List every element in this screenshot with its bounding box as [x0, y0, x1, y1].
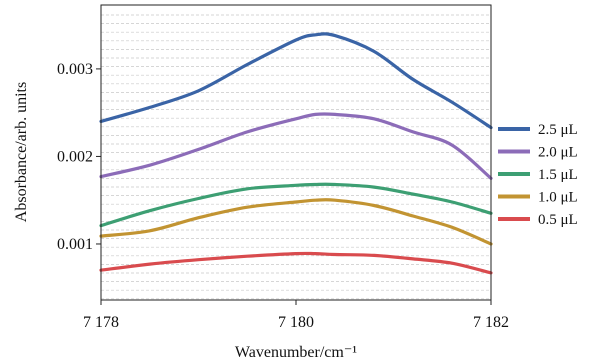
legend-label: 1.5 μL: [538, 167, 578, 183]
legend-label: 2.0 μL: [538, 145, 578, 161]
gridlines: [101, 14, 491, 300]
series-line: [99, 32, 493, 130]
x-tick-label: 7 180: [278, 314, 314, 331]
x-axis-title: Wavenumber/cm⁻¹: [235, 344, 357, 361]
x-tick-label: 7 178: [83, 314, 119, 331]
series-line: [99, 198, 493, 246]
legend-label: 0.5 μL: [538, 212, 578, 228]
y-tick-label: 0.003: [57, 61, 93, 78]
axis-ticks: 7 178 7 180 7 182 0.001 0.002 0.003: [57, 61, 509, 331]
series-line: [99, 251, 493, 275]
x-tick-label: 7 182: [473, 314, 509, 331]
series-lines: [99, 32, 493, 275]
y-axis-title: Absorbance/arb. units: [13, 82, 30, 222]
y-tick-label: 0.002: [57, 148, 93, 165]
series-line: [99, 182, 493, 228]
y-tick-label: 0.001: [57, 236, 93, 253]
legend: 2.5 μL 2.0 μL 1.5 μL 1.0 μL 0.5 μL: [498, 122, 578, 228]
legend-label: 2.5 μL: [538, 122, 578, 138]
series-line: [99, 112, 493, 180]
legend-label: 1.0 μL: [538, 190, 578, 206]
